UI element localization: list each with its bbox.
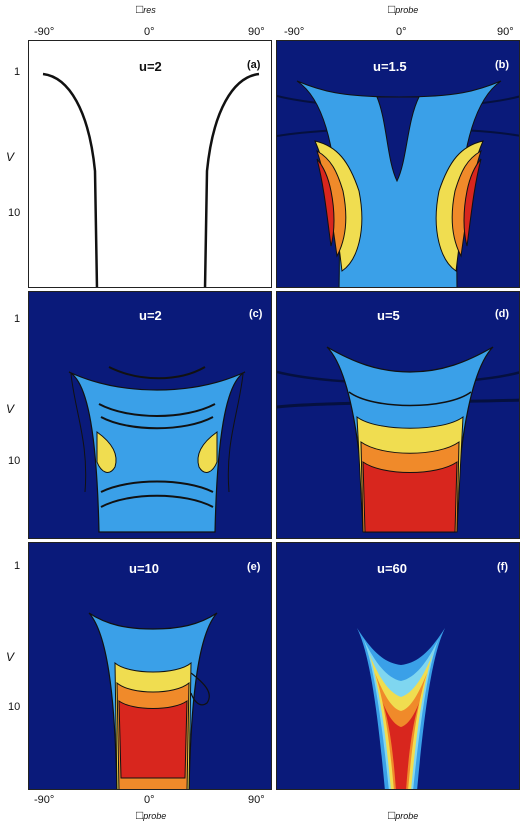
- panel-f-red: [383, 703, 419, 789]
- panel-f-tag: (f): [497, 561, 508, 573]
- tick-top-left-0: 0°: [144, 26, 155, 38]
- panel-c-right-edge: [227, 373, 244, 493]
- panel-e-param: u=10: [129, 561, 159, 576]
- panel-f-plot: [357, 628, 445, 789]
- panel-c-right-yellow: [197, 431, 218, 473]
- y-label-row1: V: [6, 150, 15, 164]
- ytick-1-row3: 1: [14, 560, 21, 572]
- panel-c-top-contour: [108, 366, 206, 380]
- panel-b-param: u=1.5: [373, 59, 407, 74]
- y-label-row2: V: [6, 402, 15, 416]
- panel-c-plot: [68, 366, 246, 533]
- panel-c-left-yellow: [96, 431, 117, 473]
- tick-top-left-90: 90°: [248, 26, 265, 38]
- tick-bottom-left-0: 0°: [144, 794, 155, 806]
- panel-d-plot: [277, 346, 519, 533]
- panel-f: u=60 (f): [276, 542, 520, 790]
- ytick-1-row2: 1: [14, 313, 21, 325]
- panel-c-region-outer: [68, 371, 246, 533]
- panel-c-band-top: [98, 403, 216, 417]
- panel-a: u=2 (a): [28, 40, 272, 288]
- ytick-10-row2: 10: [8, 455, 21, 467]
- ytick-1-row1: 1: [14, 66, 21, 78]
- panel-d-tag: (d): [495, 308, 510, 320]
- panel-e-plot: [88, 612, 218, 789]
- panel-a-param: u=2: [139, 59, 162, 74]
- tick-bottom-left-neg90: -90°: [34, 794, 55, 806]
- panel-b-notch: [376, 96, 420, 183]
- panel-d-param: u=5: [377, 308, 400, 323]
- panel-c-tag: (c): [249, 308, 263, 320]
- panel-d-blue-band: [348, 391, 472, 407]
- panel-e: u=10 (e): [28, 542, 272, 790]
- ytick-10-row3: 10: [8, 701, 21, 713]
- top-left-axis-title: □res: [136, 2, 156, 16]
- panel-c-band-top2: [100, 416, 214, 430]
- tick-top-right-neg90: -90°: [284, 26, 305, 38]
- panel-a-right-curve: [203, 72, 260, 287]
- panel-d-red: [362, 461, 458, 533]
- bottom-left-axis-title: □probe: [136, 808, 167, 822]
- top-right-axis-title: □probe: [388, 2, 419, 16]
- panel-b-left-red: [316, 158, 335, 247]
- panel-e-tag: (e): [247, 561, 261, 573]
- tick-top-right-90: 90°: [497, 26, 514, 38]
- panel-f-param: u=60: [377, 561, 407, 576]
- tick-bottom-left-90: 90°: [248, 794, 265, 806]
- panel-b-plot: [277, 80, 519, 287]
- panel-a-tag: (a): [247, 59, 261, 71]
- ytick-10-row1: 10: [8, 207, 21, 219]
- panel-d: u=5 (d): [276, 291, 520, 539]
- panel-c-param: u=2: [139, 308, 162, 323]
- panel-a-plot: [42, 72, 260, 287]
- panel-c-band-bot: [100, 480, 214, 493]
- panel-e-bump: [190, 672, 210, 706]
- panel-b-right-red: [463, 158, 482, 247]
- tick-top-right-0: 0°: [396, 26, 407, 38]
- panel-e-red: [118, 700, 188, 779]
- bottom-right-axis-title: □probe: [388, 808, 419, 822]
- panel-c-left-edge: [70, 373, 87, 493]
- panel-b: u=1.5 (b): [276, 40, 520, 288]
- panel-b-tag: (b): [495, 59, 510, 71]
- tick-top-left-neg90: -90°: [34, 26, 55, 38]
- panel-a-left-curve: [42, 72, 99, 287]
- y-label-row3: V: [6, 650, 15, 664]
- panel-c-band-bot2: [100, 494, 214, 508]
- panel-c: u=2 (c): [28, 291, 272, 539]
